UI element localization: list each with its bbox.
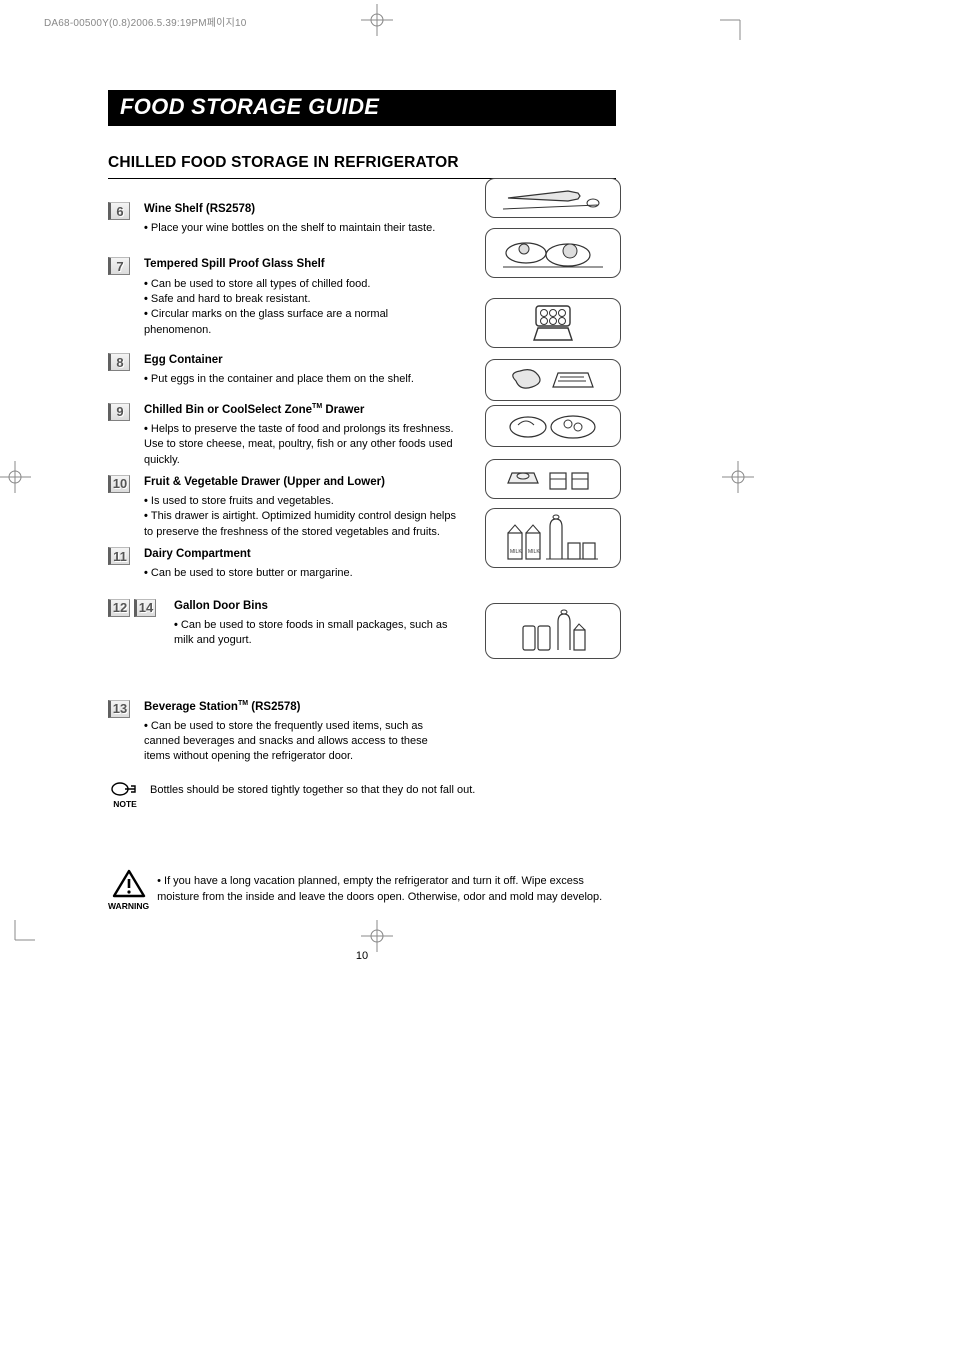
illustration-box [485, 298, 621, 348]
item-bullet: Put eggs in the container and place them… [144, 372, 456, 387]
illustration-box [485, 228, 621, 278]
illustration-box [485, 405, 621, 447]
item-bullet: Can be used to store all types of chille… [144, 277, 456, 292]
item-title: Chilled Bin or CoolSelect ZoneTM Drawer [144, 402, 456, 418]
warning-text: • If you have a long vacation planned, e… [157, 874, 616, 905]
item-bullet: Circular marks on the glass surface are … [144, 307, 456, 338]
illustration-box [485, 459, 621, 499]
page-title-bar: FOOD STORAGE GUIDE [108, 90, 616, 126]
warning-triangle-icon [112, 869, 146, 899]
page-number: 10 [108, 950, 616, 962]
item-bullet: Can be used to store butter or margarine… [144, 566, 456, 581]
item-title: Dairy Compartment [144, 546, 456, 562]
section-title: CHILLED FOOD STORAGE IN REFRIGERATOR [108, 154, 616, 179]
item-bullet: This drawer is airtight. Optimized humid… [144, 509, 456, 540]
item-number: 6 [108, 202, 130, 220]
item-bullet: Place your wine bottles on the shelf to … [144, 221, 456, 236]
illustration-box [485, 359, 621, 401]
item-number: 7 [108, 257, 130, 275]
reg-mark-top [357, 0, 397, 40]
crop-top-right [720, 0, 760, 40]
warning-label: WARNING [108, 901, 149, 911]
illustration-box: MILK MILK [485, 508, 621, 568]
item-bullet: Can be used to store foods in small pack… [174, 618, 456, 649]
illustration-box [485, 178, 621, 218]
item-title: Beverage StationTM (RS2578) [144, 699, 456, 715]
item-bullet: Helps to preserve the taste of food and … [144, 422, 456, 468]
item-bullet: Safe and hard to break resistant. [144, 292, 456, 307]
item-bullet: Can be used to store the frequently used… [144, 719, 456, 765]
note-block: NOTE Bottles should be stored tightly to… [108, 779, 616, 809]
reg-mark-right [718, 457, 758, 497]
storage-item: 13 Beverage StationTM (RS2578) Can be used… [108, 699, 616, 765]
item-number: 13 [108, 700, 130, 718]
note-label: NOTE [108, 799, 142, 809]
item-number: 12 [108, 599, 130, 617]
crop-bottom-left [0, 920, 35, 960]
item-bullet: Is used to store fruits and vegetables. [144, 494, 456, 509]
item-title: Egg Container [144, 352, 456, 368]
item-number: 9 [108, 403, 130, 421]
item-body: Beverage StationTM (RS2578) Can be used t… [144, 699, 616, 765]
item-number: 10 [108, 475, 130, 493]
item-number: 8 [108, 353, 130, 371]
item-number: 11 [108, 547, 130, 565]
item-title: Fruit & Vegetable Drawer (Upper and Lowe… [144, 474, 456, 490]
item-title: Tempered Spill Proof Glass Shelf [144, 256, 456, 272]
note-hand-icon [111, 779, 139, 797]
warning-block: WARNING • If you have a long vacation pl… [108, 869, 616, 911]
reg-mark-left [0, 457, 35, 497]
item-title: Wine Shelf (RS2578) [144, 201, 456, 217]
svg-text:MILK: MILK [510, 549, 522, 555]
svg-text:MILK: MILK [528, 549, 540, 555]
note-text: Bottles should be stored tightly togethe… [150, 779, 475, 798]
item-number: 14 [134, 599, 156, 617]
illustration-box [485, 603, 621, 659]
item-title: Gallon Door Bins [174, 598, 456, 614]
print-header: DA68-00500Y(0.8)2006.5.39:19PM페이지10 [44, 14, 247, 29]
